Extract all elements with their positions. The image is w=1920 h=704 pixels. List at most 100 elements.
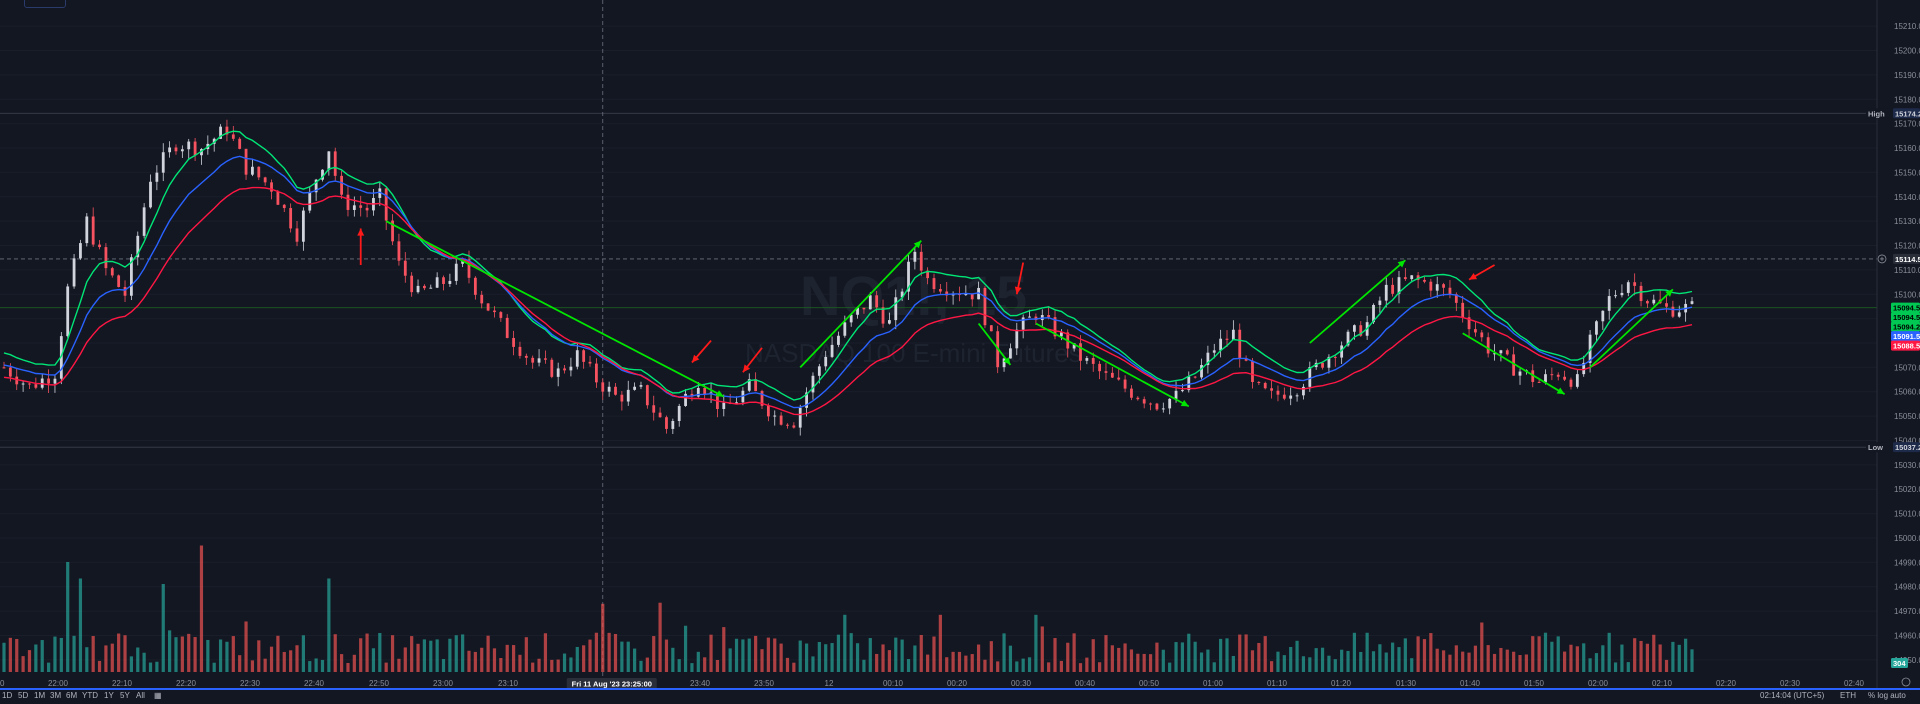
- volume-bar: [1671, 641, 1675, 672]
- session-label[interactable]: ETH: [1840, 691, 1856, 700]
- volume-bar: [1416, 636, 1420, 672]
- trend-arrow-green-head: [1397, 260, 1406, 268]
- volume-bar: [1486, 645, 1490, 672]
- range-1m[interactable]: 1M: [34, 691, 46, 700]
- volume-bar: [1040, 626, 1044, 672]
- volume-bar: [1531, 636, 1535, 672]
- candle-body: [270, 182, 273, 192]
- candle-body: [1257, 381, 1261, 383]
- volume-bar: [467, 650, 471, 672]
- volume-bar: [1098, 662, 1102, 672]
- candle-body: [964, 293, 968, 296]
- price-candles[interactable]: [2, 119, 1694, 436]
- candle-body: [1225, 338, 1229, 340]
- time-tick-label: 00:20: [947, 679, 968, 688]
- candle-body: [970, 293, 974, 300]
- range-5y[interactable]: 5Y: [120, 691, 130, 700]
- settings-icon[interactable]: [1901, 677, 1911, 687]
- range-3m[interactable]: 3M: [50, 691, 62, 700]
- candle-body: [359, 205, 363, 208]
- candle-body: [435, 277, 439, 288]
- candle-body: [59, 336, 63, 379]
- volume-bar: [1117, 647, 1121, 672]
- candle-body: [563, 368, 566, 371]
- time-tick-label: 02:30: [1780, 679, 1801, 688]
- volume-bar: [1563, 651, 1567, 672]
- candle-body: [505, 317, 509, 338]
- volume-bar: [1078, 663, 1083, 672]
- crosshair-time-tag-bg: [566, 678, 657, 688]
- calendar-icon[interactable]: ▦: [154, 691, 162, 700]
- candle-body: [1161, 408, 1165, 410]
- candle-body: [1403, 277, 1407, 280]
- volume-bar: [754, 635, 758, 672]
- volume-bar: [1021, 658, 1025, 672]
- volume-bar: [620, 641, 624, 672]
- top-toolbar-button[interactable]: [24, 0, 66, 8]
- drawn-arrows[interactable]: [357, 220, 1674, 408]
- volume-bar: [340, 654, 344, 672]
- crosshair-price-tag: 15114.50: [1895, 255, 1920, 264]
- candle-body: [1085, 358, 1089, 361]
- volume-bar: [1480, 622, 1484, 672]
- volume-bar: [1352, 632, 1356, 672]
- candle-body: [1665, 303, 1668, 307]
- price-tick-label: 15200.00: [1894, 47, 1920, 56]
- chart-canvas[interactable]: NQ1!, 15 NASDAQ 100 E-mini Futures 15210…: [0, 0, 1920, 688]
- range-all[interactable]: All: [136, 691, 145, 700]
- time-tick-label: 00:30: [1011, 679, 1032, 688]
- price-axis[interactable]: 15210.00 15200.00 15190.00 15180.00 15170.00…: [1866, 0, 1920, 688]
- volume-bar: [1269, 661, 1274, 672]
- volume-bar: [129, 656, 133, 672]
- range-1y[interactable]: 1Y: [104, 691, 114, 700]
- volume-bar: [1652, 634, 1656, 672]
- add-alert-icon[interactable]: [1877, 254, 1887, 264]
- candle-body: [1193, 376, 1197, 378]
- chart-background: [0, 0, 1920, 688]
- candle-body: [1142, 399, 1146, 404]
- candle-body: [1677, 312, 1681, 317]
- volume-bar: [964, 655, 968, 672]
- volume-bar: [1168, 662, 1172, 672]
- price-tick-label: 15110.00: [1894, 266, 1920, 275]
- price-tick-label: 15000.00: [1894, 534, 1920, 543]
- volume-bar: [263, 658, 267, 672]
- volume-bar: [1148, 654, 1153, 672]
- range-6m[interactable]: 6M: [66, 691, 78, 700]
- volume-bar: [212, 662, 216, 672]
- range-ytd[interactable]: YTD: [82, 691, 98, 700]
- volume-bar: [225, 641, 229, 672]
- volume-bar: [1492, 653, 1497, 672]
- volume-bar: [435, 639, 439, 672]
- price-tick-label: 14960.00: [1894, 631, 1920, 640]
- candle-body: [830, 344, 834, 357]
- candle-body: [658, 412, 662, 418]
- volume-bar: [1639, 640, 1643, 672]
- volume-bar: [2, 642, 6, 672]
- scale-options[interactable]: % log auto: [1868, 691, 1906, 700]
- candle-body: [1282, 394, 1286, 399]
- time-axis[interactable]: 0 22:00 22:10 22:20 22:30 22:40 22:50 23:00 23:1…: [0, 678, 1865, 688]
- last-price-tag: 15094.50: [1893, 304, 1920, 313]
- volume-bar: [72, 635, 76, 672]
- volume-bar: [855, 643, 860, 672]
- volume-bar: [588, 639, 592, 672]
- candle-body: [811, 375, 815, 393]
- volume-bar: [817, 641, 821, 672]
- volume-bar: [1174, 642, 1178, 672]
- volume-bar: [1110, 645, 1114, 672]
- candle-body: [263, 177, 267, 183]
- volume-bar: [295, 645, 299, 672]
- volume-bar: [1626, 662, 1630, 672]
- range-5d[interactable]: 5D: [18, 691, 29, 700]
- trend-arrow-green: [1462, 332, 1566, 395]
- candle-body: [1480, 332, 1484, 338]
- volume-bar: [238, 655, 242, 672]
- candle-body: [79, 243, 82, 259]
- price-tick-label: 14990.00: [1894, 558, 1920, 567]
- price-tick-label: 15190.00: [1894, 71, 1920, 80]
- volume-bar: [34, 644, 38, 672]
- range-1d[interactable]: 1D: [2, 691, 13, 700]
- candle-body: [894, 297, 898, 321]
- candle-body: [1537, 381, 1541, 383]
